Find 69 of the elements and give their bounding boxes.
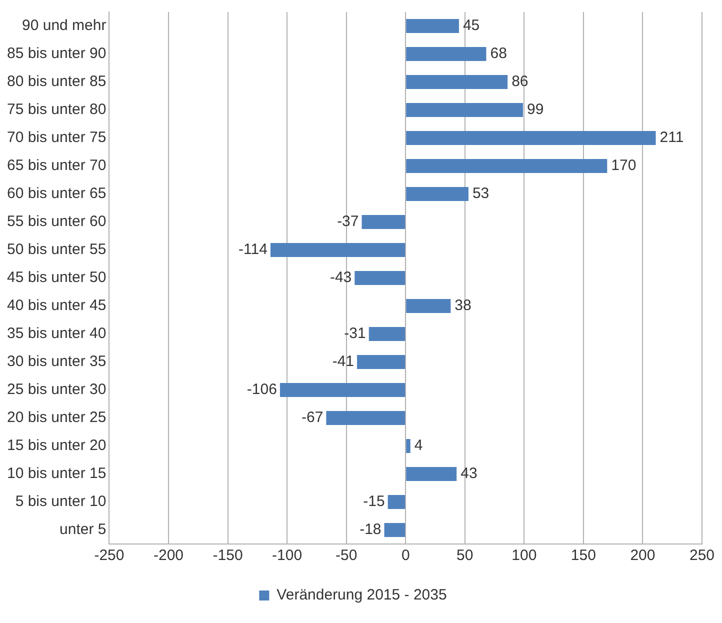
data-label: 53 bbox=[472, 185, 490, 202]
data-label: 38 bbox=[454, 297, 472, 314]
data-label: -41 bbox=[332, 353, 354, 370]
bar bbox=[406, 467, 457, 481]
x-tick-label: 100 bbox=[512, 547, 537, 564]
y-tick-label: 15 bis unter 20 bbox=[6, 437, 106, 454]
data-label: -106 bbox=[246, 381, 277, 398]
data-label: -37 bbox=[337, 213, 359, 230]
data-label: -18 bbox=[360, 521, 382, 538]
data-label: 99 bbox=[526, 101, 544, 118]
x-tick-label: -200 bbox=[153, 547, 184, 564]
y-tick-label: 55 bis unter 60 bbox=[6, 213, 106, 230]
bar bbox=[388, 495, 406, 509]
bar bbox=[406, 439, 410, 453]
y-tick-label: 90 und mehr bbox=[22, 17, 106, 34]
bar bbox=[406, 47, 486, 61]
bar bbox=[357, 355, 406, 369]
data-label: 43 bbox=[460, 465, 478, 482]
legend-label: Veränderung 2015 - 2035 bbox=[276, 586, 447, 604]
y-tick-label: 70 bis unter 75 bbox=[6, 129, 106, 146]
data-label: -15 bbox=[363, 493, 385, 510]
bar bbox=[406, 159, 608, 173]
y-tick-label: 85 bis unter 90 bbox=[6, 45, 106, 62]
data-label: -31 bbox=[344, 325, 366, 342]
y-tick-label: 25 bis unter 30 bbox=[6, 381, 106, 398]
data-label: 45 bbox=[462, 17, 480, 34]
y-tick-label: 65 bis unter 70 bbox=[6, 157, 106, 174]
y-tick-label: 20 bis unter 25 bbox=[6, 409, 106, 426]
bar bbox=[280, 383, 406, 397]
x-tick-label: 50 bbox=[456, 547, 474, 564]
x-tick-label: 250 bbox=[689, 547, 715, 564]
bar bbox=[326, 411, 406, 425]
data-label: 211 bbox=[660, 129, 684, 146]
y-tick-label: 10 bis unter 15 bbox=[6, 465, 106, 482]
bar bbox=[406, 103, 523, 117]
data-label: 68 bbox=[490, 45, 507, 62]
y-tick-label: 5 bis unter 10 bbox=[15, 493, 106, 510]
y-tick-label: 80 bis unter 85 bbox=[6, 73, 106, 90]
y-tick-label: 45 bis unter 50 bbox=[6, 269, 106, 286]
x-tick-label: 0 bbox=[401, 547, 410, 564]
x-tick-label: -150 bbox=[212, 547, 243, 564]
bar bbox=[362, 215, 406, 229]
x-tick-label: 150 bbox=[570, 547, 596, 564]
bar bbox=[270, 243, 406, 257]
y-tick-label: 35 bis unter 40 bbox=[6, 325, 106, 342]
bar bbox=[406, 131, 656, 145]
bar bbox=[406, 19, 459, 33]
data-label: -67 bbox=[302, 409, 324, 426]
data-label: -43 bbox=[330, 269, 352, 286]
x-tick-label: -100 bbox=[272, 547, 302, 564]
y-tick-label: 30 bis unter 35 bbox=[6, 353, 106, 370]
y-tick-label: 50 bis unter 55 bbox=[6, 241, 106, 258]
x-tick-label: 200 bbox=[630, 547, 656, 564]
data-label: 170 bbox=[611, 157, 636, 174]
bar bbox=[354, 271, 406, 285]
data-label: -114 bbox=[238, 241, 268, 258]
y-tick-label: 60 bis unter 65 bbox=[6, 185, 106, 202]
bar bbox=[406, 187, 468, 201]
x-tick-label: -50 bbox=[336, 547, 358, 564]
data-label: 4 bbox=[414, 437, 423, 454]
bar bbox=[384, 523, 406, 537]
data-label: 86 bbox=[512, 73, 528, 90]
bar bbox=[368, 327, 406, 341]
bar bbox=[406, 299, 451, 313]
x-tick-label: -250 bbox=[94, 547, 124, 564]
y-tick-label: unter 5 bbox=[60, 521, 106, 538]
bar bbox=[406, 75, 508, 89]
y-tick-label: 40 bis unter 45 bbox=[6, 297, 106, 314]
y-tick-label: 75 bis unter 80 bbox=[6, 101, 106, 118]
